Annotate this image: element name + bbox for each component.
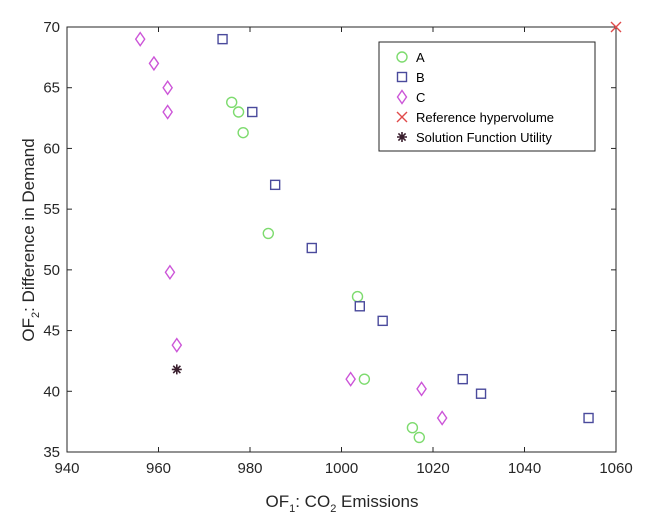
- x-axis-ticks: 940 960 980 1000 1020 1040 1060: [54, 27, 633, 477]
- point-c-1: [148, 55, 160, 72]
- legend-items: ABC Reference hypervolume Solution Functio…: [396, 50, 554, 145]
- point-c-8: [436, 410, 448, 426]
- point-b-2: [269, 179, 281, 191]
- x-axis-label-sub2: 2: [330, 503, 336, 515]
- point-c-3: [162, 104, 174, 120]
- y-axis-label-prefix: OF: [19, 318, 38, 342]
- point-b-3: [306, 242, 317, 254]
- y-axis-label-sub: 2: [30, 312, 42, 318]
- x-tick-label: 940: [54, 460, 79, 477]
- y-tick-label: 40: [43, 383, 60, 400]
- x-tick-label: 1040: [508, 460, 541, 477]
- data-markers: [134, 21, 622, 444]
- legend-label-solution-function-utility: Solution Function Utility: [416, 130, 552, 145]
- y-tick-label: 35: [43, 444, 60, 461]
- legend: ABC Reference hypervolume Solution Functio…: [378, 41, 596, 152]
- point-a-7: [413, 431, 425, 444]
- point-a-1: [232, 106, 245, 118]
- y-tick-label: 45: [43, 323, 60, 340]
- point-b-5: [377, 315, 388, 327]
- x-tick-label: 1020: [416, 460, 449, 477]
- legend-box: [378, 41, 596, 152]
- point-a-0: [225, 96, 238, 108]
- point-a-6: [406, 422, 419, 434]
- point-b-6: [457, 373, 468, 385]
- y-axis-label: OF2: Difference in Demand: [19, 138, 42, 341]
- x-axis-label: OF1: CO2 Emissions: [266, 492, 419, 515]
- point-b-8: [583, 412, 594, 424]
- legend-marker-reference-hypervolume: [396, 111, 408, 123]
- y-tick-label: 70: [43, 19, 60, 36]
- y-axis-ticks: 35 40 45 50 55 60 65 70: [43, 19, 616, 461]
- point-c-2: [162, 79, 174, 96]
- point-a-3: [262, 227, 274, 240]
- point-c-0: [134, 31, 146, 47]
- point-b-0: [217, 33, 228, 45]
- point-c-6: [345, 371, 357, 387]
- x-axis-label-prefix: OF: [266, 492, 290, 511]
- point-c-7: [416, 381, 427, 397]
- x-axis-label-suffix: Emissions: [336, 492, 418, 511]
- legend-label-c: C: [416, 90, 425, 105]
- x-tick-label: 980: [237, 460, 262, 477]
- x-tick-label: 1060: [599, 460, 632, 477]
- point-b-7: [475, 388, 487, 399]
- point-a-2: [237, 126, 249, 139]
- point-a-5: [358, 373, 371, 385]
- x-axis-label-mid: : CO: [295, 492, 330, 511]
- legend-label-reference-hypervolume: Reference hypervolume: [416, 110, 554, 125]
- y-tick-label: 60: [43, 140, 60, 157]
- point-b-1: [247, 106, 258, 118]
- y-tick-label: 65: [43, 80, 60, 97]
- legend-label-a: A: [416, 50, 425, 65]
- x-axis-label-sub: 1: [289, 503, 295, 515]
- point-c-4: [164, 264, 176, 281]
- point-c-5: [171, 337, 183, 353]
- legend-marker-c: [396, 89, 408, 105]
- y-tick-label: 50: [43, 262, 60, 279]
- y-tick-label: 55: [43, 201, 60, 218]
- point-b-4: [354, 301, 365, 312]
- legend-label-b: B: [416, 70, 425, 85]
- legend-marker-a: [396, 51, 408, 63]
- legend-marker-solution-function-utility: [397, 132, 407, 142]
- point-solution-function-utility-0: [171, 364, 182, 375]
- x-tick-label: 960: [146, 460, 171, 477]
- legend-marker-b: [396, 71, 408, 83]
- y-axis-label-suffix: : Difference in Demand: [19, 138, 38, 312]
- point-reference-hypervolume-0: [610, 21, 622, 33]
- x-tick-label: 1000: [325, 460, 358, 477]
